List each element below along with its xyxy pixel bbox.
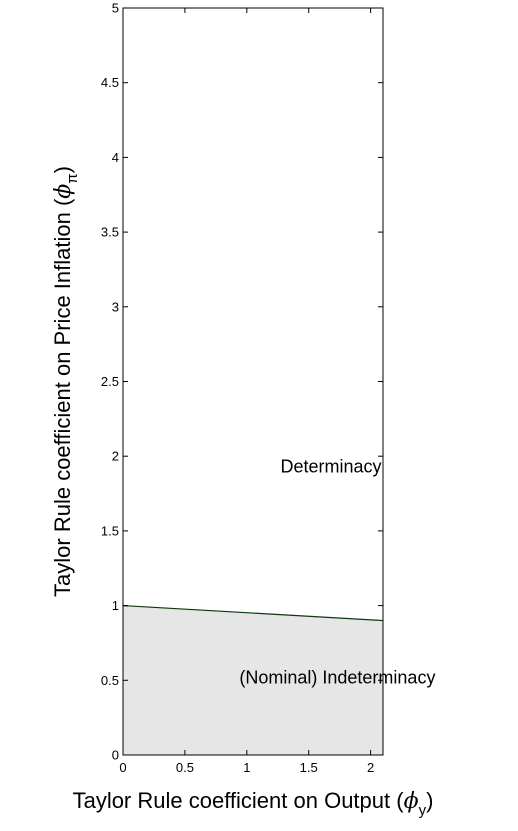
x-tick-label: 0 [119,760,126,775]
determinacy-boundary-line [122,605,384,622]
y-tick-label: 3 [112,299,119,314]
indeterminacy-region [123,605,383,755]
y-tick-label: 0.5 [101,673,119,688]
x-axis-label: Taylor Rule coefficient on Output (ϕy) [73,788,434,819]
x-axis-label-prefix: Taylor Rule coefficient on Output ( [73,788,405,813]
x-tick-label: 0.5 [176,760,194,775]
y-tick-label: 1.5 [101,523,119,538]
y-tick-label: 1 [112,598,119,613]
region-annotation: (Nominal) Indeterminacy [239,667,435,687]
y-axis-label: Taylor Rule coefficient on Price Inflati… [50,166,81,597]
y-tick-label: 2.5 [101,374,119,389]
y-tick-label: 5 [112,1,119,16]
y-tick-label: 3.5 [101,225,119,240]
y-axis-label-prefix: Taylor Rule coefficient on Price Inflati… [50,198,75,597]
x-tick-label: 1.5 [300,760,318,775]
x-axis-label-suffix: ) [426,788,433,813]
x-axis-label-subscript: y [419,802,427,819]
y-tick-label: 0 [112,748,119,763]
y-tick-label: 4 [112,150,119,165]
x-tick-label: 1 [243,760,250,775]
y-tick-label: 4.5 [101,75,119,90]
x-tick-label: 2 [367,760,374,775]
y-axis-label-subscript: π [64,173,81,183]
y-tick-label: 2 [112,449,119,464]
y-axis-label-symbol: ϕ [51,184,76,199]
y-axis-label-suffix: ) [50,166,75,173]
x-axis-label-symbol: ϕ [404,789,419,814]
region-annotation: Determinacy [280,457,381,477]
